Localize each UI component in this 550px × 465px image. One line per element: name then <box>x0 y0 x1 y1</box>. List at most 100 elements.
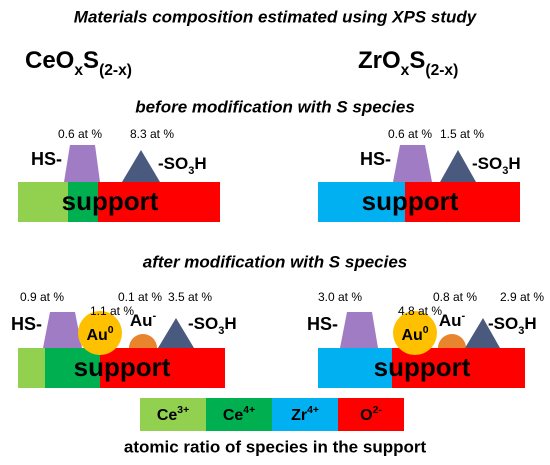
amount-label: 0.1 at % <box>118 290 162 304</box>
amount-label: 2.9 at % <box>500 290 544 304</box>
legend-label: Ce4+ <box>223 405 255 424</box>
so3h-label: -SO3H <box>158 154 207 176</box>
au0-label: Au0 <box>401 325 428 344</box>
support-segment <box>98 182 220 222</box>
so3h-label-part: -SO <box>158 154 188 173</box>
au0-label-part: 0 <box>423 325 429 336</box>
au-minus-label-part: - <box>461 310 465 322</box>
au-minus-label: Au- <box>439 310 466 331</box>
compound-part: (2-x) <box>99 62 132 79</box>
legend-label: Zr4+ <box>291 405 319 424</box>
legend-label: Ce3+ <box>157 405 189 424</box>
amount-label: 1.5 at % <box>440 127 484 141</box>
compound-part: S <box>83 47 99 74</box>
support-segment <box>45 348 100 388</box>
hs-label: HS- <box>360 149 391 169</box>
au0-label: Au0 <box>86 325 113 344</box>
support-segment <box>18 182 68 222</box>
au0-label-part: 0 <box>108 325 114 336</box>
legend-label-part: 4+ <box>307 405 319 416</box>
au-minus-label-part: Au <box>439 311 462 330</box>
legend-swatch <box>338 398 404 431</box>
so3h-group-shape <box>465 318 500 348</box>
support-label: support <box>374 352 471 382</box>
au-minus-particle <box>438 334 466 348</box>
so3h-group-shape <box>158 318 194 348</box>
amount-label: 1.1 at % <box>90 304 134 318</box>
amount-label: 0.9 at % <box>20 290 64 304</box>
support-label: support <box>62 186 159 216</box>
so3h-label-part: 3 <box>218 325 224 337</box>
section-heading: before modification with S species <box>135 97 415 116</box>
so3h-label-part: -SO <box>188 314 218 333</box>
au-minus-label: Au- <box>130 310 157 331</box>
amount-label: 3.0 at % <box>318 290 362 304</box>
amount-label: 0.6 at % <box>58 127 102 141</box>
legend-label-part: 2- <box>373 405 383 416</box>
legend-label-part: 4+ <box>243 405 255 416</box>
hs-group-shape <box>43 312 82 348</box>
support-segment <box>68 182 98 222</box>
hs-group-shape <box>393 145 432 182</box>
so3h-label-part: H <box>508 154 520 173</box>
title: Materials composition estimated using XP… <box>74 7 478 26</box>
au0-particle <box>393 311 437 355</box>
compound: CeOxS(2-x) <box>25 47 132 78</box>
au-minus-label-part: Au <box>130 311 153 330</box>
hs-group-shape <box>64 145 100 182</box>
au0-label-part: Au <box>86 327 107 344</box>
so3h-label-part: 3 <box>502 165 508 177</box>
compound-part: x <box>401 62 410 79</box>
amount-label: 4.8 at % <box>398 304 442 318</box>
so3h-label: -SO3H <box>472 154 521 176</box>
compound-part: S <box>409 47 425 74</box>
so3h-label-part: H <box>194 154 206 173</box>
legend-label-part: Zr <box>291 407 307 424</box>
legend-swatch <box>206 398 272 431</box>
support-segment <box>405 182 520 222</box>
hs-label: HS- <box>307 314 338 334</box>
compound-part: x <box>74 62 83 79</box>
au-minus-label-part: - <box>152 310 156 322</box>
hs-label: HS- <box>11 314 42 334</box>
legend-swatch <box>272 398 338 431</box>
compound-part: CeO <box>25 47 74 74</box>
legend-swatch <box>140 398 206 431</box>
legend-label: O2- <box>360 405 382 424</box>
legend-label-part: 3+ <box>177 405 189 416</box>
compound-part: (2-x) <box>425 62 458 79</box>
so3h-label: -SO3H <box>488 314 537 336</box>
so3h-label-part: -SO <box>472 154 502 173</box>
so3h-label-part: 3 <box>188 165 194 177</box>
au0-particle <box>78 311 122 355</box>
so3h-label-part: -SO <box>488 314 518 333</box>
support-segment <box>318 348 392 388</box>
amount-label: 0.6 at % <box>388 127 432 141</box>
so3h-label-part: 3 <box>518 325 524 337</box>
so3h-group-shape <box>440 150 476 182</box>
compound: ZrOxS(2-x) <box>358 47 458 78</box>
so3h-label-part: H <box>524 314 536 333</box>
support-label: support <box>362 186 459 216</box>
so3h-label-part: H <box>224 314 236 333</box>
hs-group-shape <box>340 312 378 348</box>
au-minus-particle <box>129 334 157 348</box>
legend-label-part: O <box>360 407 372 424</box>
legend-label-part: Ce <box>223 407 244 424</box>
support-segment <box>318 182 405 222</box>
section-heading: after modification with S species <box>143 252 408 271</box>
support-label: support <box>74 352 171 382</box>
hs-label: HS- <box>31 149 62 169</box>
so3h-group-shape <box>122 150 160 182</box>
amount-label: 0.8 at % <box>433 290 477 304</box>
legend-caption: atomic ratio of species in the support <box>124 437 427 456</box>
amount-label: 3.5 at % <box>168 290 212 304</box>
so3h-label: -SO3H <box>188 314 237 336</box>
support-segment <box>18 348 45 388</box>
au0-label-part: Au <box>401 327 422 344</box>
amount-label: 8.3 at % <box>130 127 174 141</box>
compound-part: ZrO <box>358 47 401 74</box>
support-segment <box>100 348 225 388</box>
legend-label-part: Ce <box>157 407 178 424</box>
